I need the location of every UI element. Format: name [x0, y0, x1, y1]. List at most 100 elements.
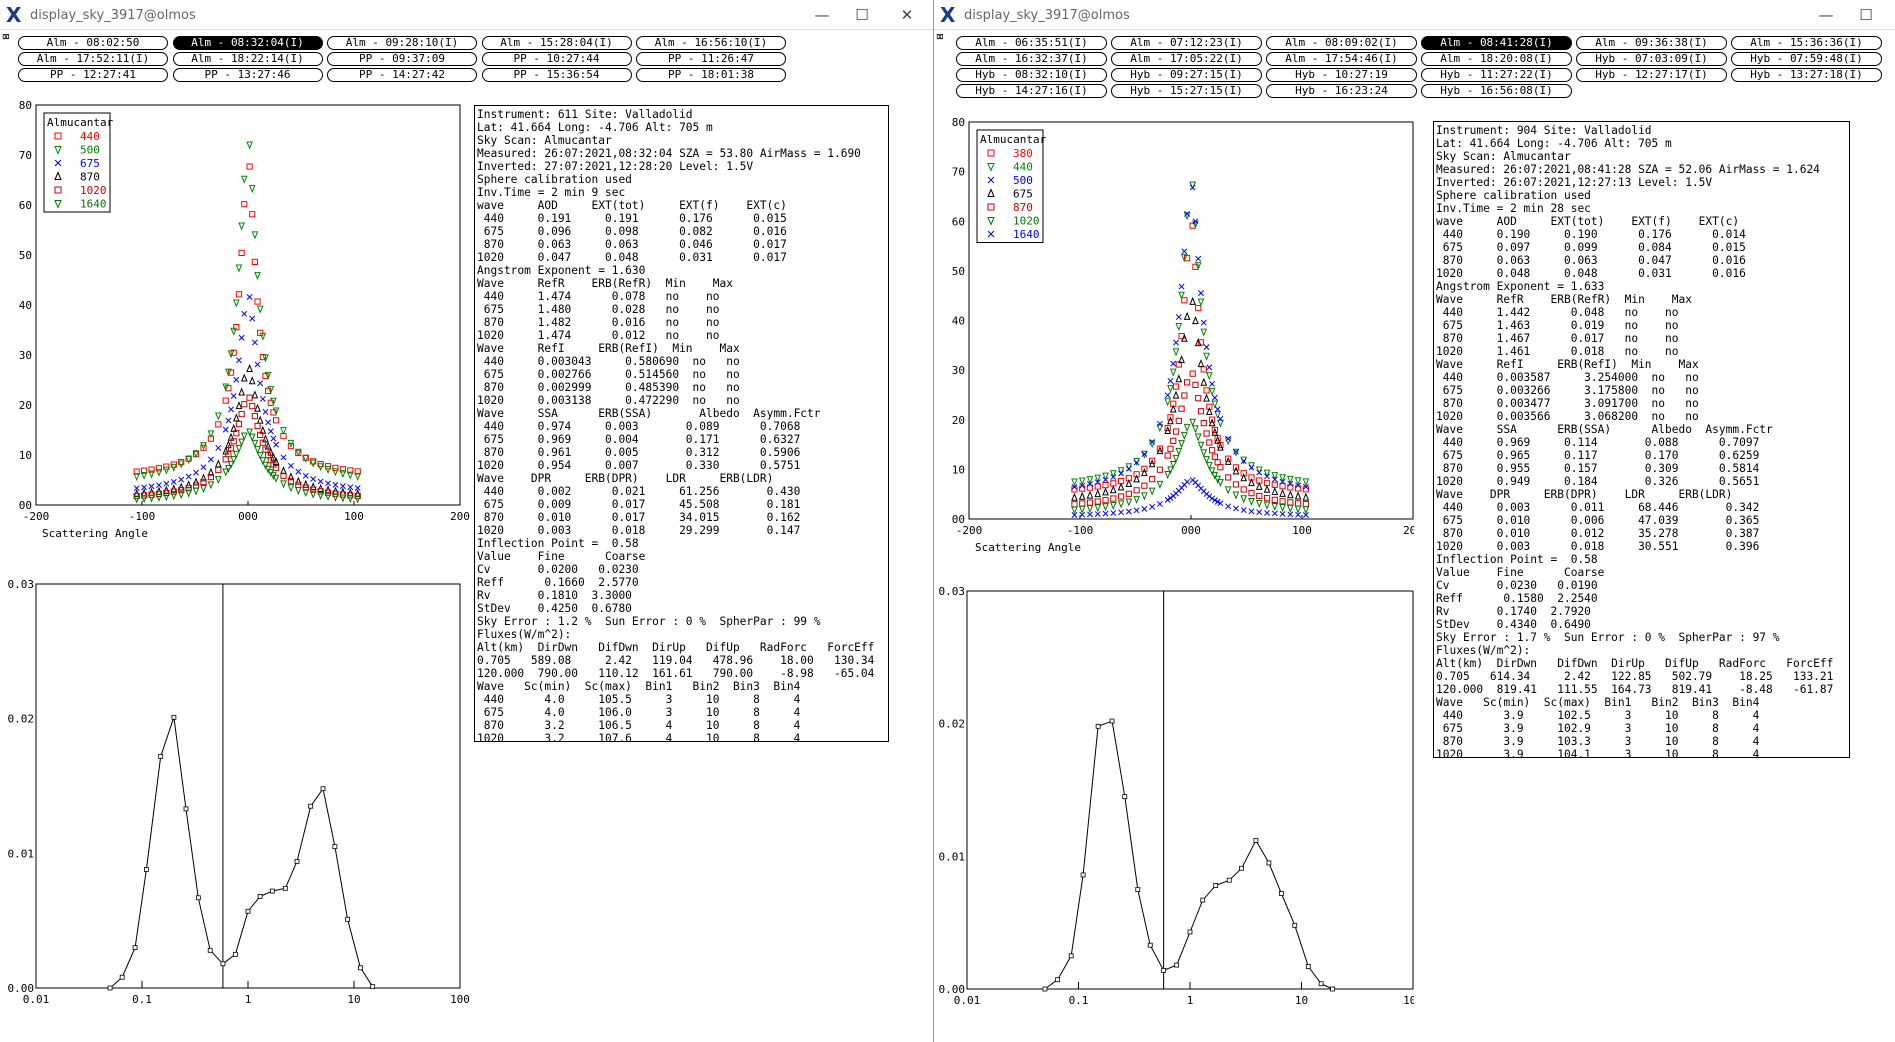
data-point	[309, 482, 317, 491]
data-point	[325, 480, 331, 487]
panel-close-icon[interactable]: ⌧	[2, 30, 10, 45]
data-point	[272, 417, 280, 424]
series-1020	[133, 394, 361, 500]
data-point	[240, 175, 248, 184]
measurement-button[interactable]: PP - 11:26:47	[636, 52, 786, 66]
data-point	[1170, 437, 1177, 444]
measurement-button[interactable]: Hyb - 12:27:17(I)	[1576, 68, 1727, 82]
info-line: Sky Error : 1.2 % Sun Error : 0 % SpherP…	[477, 615, 821, 628]
measurement-button[interactable]: Alm - 08:02:50	[18, 36, 168, 50]
data-point	[1141, 450, 1148, 459]
series-675	[133, 294, 361, 492]
measurement-button[interactable]: Hyb - 13:27:18(I)	[1731, 68, 1882, 82]
data-point	[1109, 501, 1117, 510]
info-line: 870 3.2 106.5 4 10 8 4	[477, 719, 801, 732]
info-line: StDev 0.4250 0.6780	[477, 602, 632, 615]
measurement-button[interactable]: Hyb - 09:27:15(I)	[1111, 68, 1262, 82]
legend-label: 500	[1013, 174, 1033, 187]
measurement-button[interactable]: Hyb - 08:32:10(I)	[956, 68, 1107, 82]
data-point	[1248, 464, 1255, 471]
series-870	[133, 364, 362, 498]
data-point	[148, 466, 155, 473]
measurement-button[interactable]: Alm - 18:20:08(I)	[1421, 52, 1572, 66]
measurement-button[interactable]: Alm - 15:28:04(I)	[481, 36, 632, 50]
measurement-button[interactable]: Alm - 07:12:23(I)	[1111, 36, 1262, 50]
measurement-button[interactable]: Hyb - 15:27:15(I)	[1111, 84, 1262, 98]
data-point	[1318, 981, 1324, 987]
panel-close-icon[interactable]: ⌧	[936, 30, 944, 45]
data-point	[1079, 511, 1086, 518]
data-point	[1055, 977, 1061, 983]
data-point	[1211, 426, 1218, 434]
data-point	[185, 455, 192, 462]
measurement-button[interactable]: Alm - 17:05:22(I)	[1111, 52, 1262, 66]
maximize-button[interactable]: ☐	[1859, 6, 1873, 24]
data-point	[143, 867, 149, 872]
measurement-button[interactable]: PP - 18:01:38	[636, 68, 786, 82]
measurement-button[interactable]: PP - 15:36:54	[481, 68, 632, 82]
measurement-button[interactable]: Hyb - 07:59:48(I)	[1731, 52, 1882, 66]
measurement-button[interactable]: PP - 09:37:09	[327, 52, 477, 66]
data-point	[54, 186, 62, 194]
measurement-button[interactable]: Alm - 08:41:28(I)	[1421, 36, 1572, 50]
measurement-button[interactable]: Alm - 17:54:46(I)	[1266, 52, 1417, 66]
data-point	[228, 406, 234, 413]
y-tick-label: 0.00	[939, 983, 966, 996]
data-point	[1181, 297, 1188, 304]
data-point	[1302, 511, 1309, 518]
data-point	[272, 474, 280, 483]
data-point	[1189, 418, 1197, 427]
data-point	[222, 397, 229, 404]
x-tick-label: 1	[1187, 994, 1194, 1007]
data-point	[1217, 479, 1224, 488]
data-point	[207, 430, 215, 439]
measurement-button[interactable]: Hyb - 07:03:09(I)	[1576, 52, 1727, 66]
data-point	[1042, 986, 1048, 992]
data-point	[1094, 498, 1101, 505]
data-point	[282, 885, 288, 891]
measurement-button[interactable]: Hyb - 11:27:22(I)	[1421, 68, 1572, 82]
data-point	[1118, 509, 1125, 516]
measurement-button[interactable]: Alm - 15:36:36(I)	[1731, 36, 1882, 50]
measurement-button[interactable]: Hyb - 16:56:08(I)	[1421, 84, 1572, 98]
data-point	[1256, 469, 1263, 476]
y-tick-label: 20	[952, 414, 965, 427]
measurement-button[interactable]: Hyb - 10:27:19	[1266, 68, 1417, 82]
minimize-button[interactable]: —	[1818, 6, 1834, 24]
data-point	[1232, 448, 1240, 457]
data-point	[354, 495, 362, 504]
info-line: 870 0.961 0.005 0.312 0.5906	[477, 446, 801, 459]
data-point	[1224, 486, 1232, 495]
data-point	[354, 472, 362, 481]
data-point	[1217, 415, 1224, 422]
measurement-button[interactable]: Alm - 18:22:14(I)	[172, 52, 323, 66]
measurement-button[interactable]: PP - 10:27:44	[481, 52, 632, 66]
data-point	[1211, 400, 1219, 409]
measurement-button[interactable]: Hyb - 16:23:24	[1266, 84, 1417, 98]
x-window-icon: X	[940, 3, 956, 27]
measurement-button[interactable]: PP - 13:27:46	[172, 68, 323, 82]
info-line: 1020 3.9 104.1 3 10 8 4	[1436, 748, 1760, 758]
measurement-button[interactable]: Hyb - 14:27:16(I)	[956, 84, 1107, 98]
measurement-button[interactable]: Alm - 09:28:10(I)	[327, 36, 477, 50]
measurement-button[interactable]: Alm - 17:52:11(I)	[18, 52, 168, 66]
data-point	[256, 451, 264, 460]
data-point	[1149, 439, 1156, 445]
y-tick-label: 80	[19, 99, 32, 112]
measurement-button[interactable]: Alm - 08:09:02(I)	[1266, 36, 1417, 50]
info-line: Rv 0.1810 3.3000	[477, 589, 632, 602]
measurement-button[interactable]: Alm - 16:32:37(I)	[956, 52, 1107, 66]
measurement-button[interactable]: Alm - 06:35:51(I)	[956, 36, 1107, 50]
measurement-button[interactable]: Alm - 09:36:38(I)	[1576, 36, 1727, 50]
data-point	[1172, 454, 1180, 463]
measurement-button[interactable]: Alm - 08:32:04(I)	[172, 36, 323, 50]
data-point	[148, 494, 155, 503]
maximize-button[interactable]: ☐	[855, 6, 869, 24]
minimize-button[interactable]: —	[814, 6, 830, 24]
data-point	[1255, 481, 1263, 490]
measurement-button[interactable]: Alm - 16:56:10(I)	[636, 36, 786, 50]
data-point	[1118, 470, 1125, 477]
measurement-button[interactable]: PP - 14:27:42	[327, 68, 477, 82]
close-button[interactable]: ✕	[900, 6, 914, 24]
measurement-button[interactable]: PP - 12:27:41	[18, 68, 168, 82]
